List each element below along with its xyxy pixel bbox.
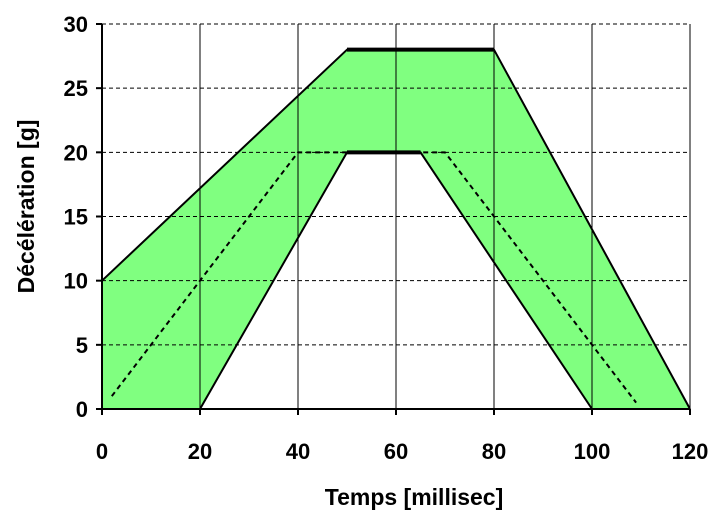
tick-labels: 0 5 10 15 20 25 30 0 20 40 60 80 100 120 bbox=[64, 12, 709, 464]
x-tick-label: 120 bbox=[672, 439, 709, 464]
series-lines bbox=[101, 47, 691, 410]
y-tick-label: 0 bbox=[76, 397, 88, 422]
axes bbox=[96, 23, 691, 415]
y-tick-label: 15 bbox=[64, 205, 88, 230]
y-tick-label: 20 bbox=[64, 140, 88, 165]
x-tick-label: 0 bbox=[96, 439, 108, 464]
y-axis-title: Décélération [g] bbox=[13, 120, 39, 294]
x-tick-label: 60 bbox=[384, 439, 408, 464]
y-tick-label: 10 bbox=[64, 269, 88, 294]
x-tick-label: 20 bbox=[188, 439, 212, 464]
x-tick-label: 40 bbox=[286, 439, 310, 464]
x-tick-label: 80 bbox=[482, 439, 506, 464]
y-tick-label: 5 bbox=[76, 333, 88, 358]
y-tick-label: 30 bbox=[64, 12, 88, 37]
x-axis-title: Temps [millisec] bbox=[325, 484, 504, 510]
x-tick-label: 100 bbox=[574, 439, 611, 464]
y-tick-label: 25 bbox=[64, 76, 88, 101]
